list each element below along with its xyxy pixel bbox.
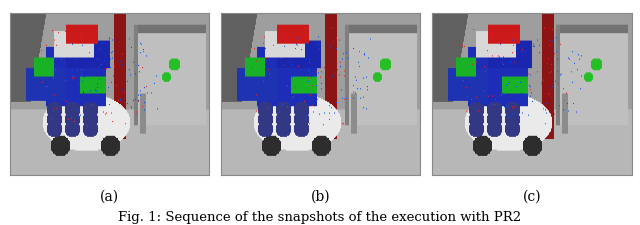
Text: (b): (b): [311, 189, 330, 203]
Text: (c): (c): [522, 189, 541, 203]
Text: (a): (a): [100, 189, 119, 203]
Text: Fig. 1: Sequence of the snapshots of the execution with PR2: Fig. 1: Sequence of the snapshots of the…: [118, 210, 522, 223]
